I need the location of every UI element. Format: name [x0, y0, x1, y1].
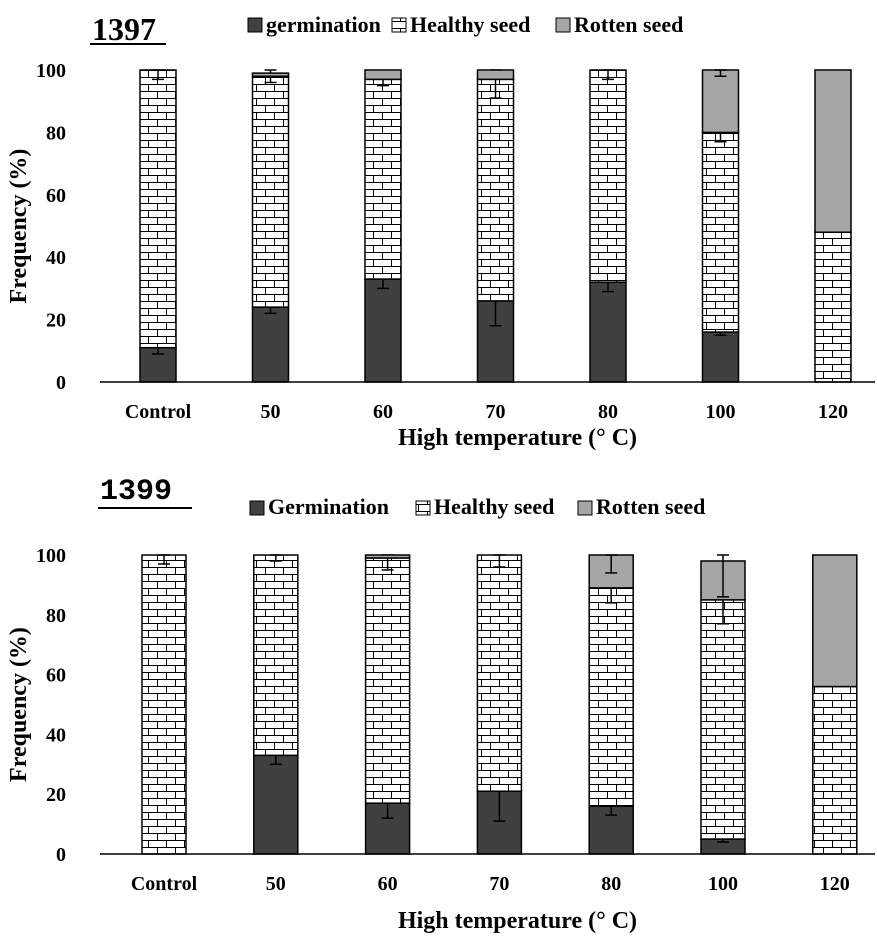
- y-tick-label: 80: [46, 122, 66, 144]
- chart-panel-1399: 1399 Germination Healthy seed Rotten seed 0 2…: [6, 475, 875, 934]
- chart-panel-1397: 1397 germination Healthy seed Rotten seed 0 2…: [6, 11, 875, 451]
- bar-2: [700, 599, 746, 840]
- bar-1: [589, 281, 627, 383]
- bar-2: [812, 685, 858, 855]
- legend-label: Rotten seed: [596, 494, 705, 519]
- bar-2: [141, 554, 187, 855]
- bar-2: [588, 587, 634, 807]
- legend-label: Germination: [268, 494, 389, 519]
- bar-1: [364, 278, 402, 383]
- bar-group-50: [251, 69, 290, 383]
- legend-swatch: [577, 500, 593, 516]
- y-tick-label: 60: [46, 665, 66, 687]
- bar-3: [364, 554, 411, 559]
- legend-item-3: Rotten seed: [555, 12, 683, 37]
- bar-1: [251, 306, 290, 383]
- legend-label: Healthy seed: [410, 12, 530, 37]
- y-tick-label: 40: [46, 724, 66, 746]
- legend-swatch: [391, 17, 407, 33]
- bar-3: [812, 554, 858, 688]
- y-tick-label: 100: [36, 60, 66, 82]
- bar-group-50: [253, 554, 299, 855]
- bar-group-80: [588, 554, 634, 855]
- bar-2: [476, 554, 523, 792]
- y-tick-label: 80: [46, 605, 66, 627]
- x-tick-label: 100: [706, 401, 736, 423]
- bar-group-100: [701, 69, 740, 383]
- chart-title: 1397: [92, 11, 156, 47]
- bar-group-70: [476, 69, 515, 383]
- y-axis-title: Frequency (%): [6, 149, 32, 304]
- bar-2: [251, 75, 290, 308]
- x-tick-label: 60: [378, 873, 398, 895]
- bar-2: [814, 231, 852, 383]
- x-tick-label: 120: [818, 401, 848, 423]
- bar-group-80: [589, 69, 627, 383]
- bar-group-Control: [139, 69, 177, 383]
- bar-1: [701, 331, 740, 383]
- bar-3: [251, 72, 290, 77]
- bar-2: [139, 69, 177, 349]
- bar-group-70: [476, 554, 523, 855]
- legend-item-3: Rotten seed: [577, 494, 705, 519]
- y-tick-label: 100: [36, 545, 66, 567]
- x-tick-label: 80: [601, 873, 621, 895]
- bar-2: [476, 78, 515, 302]
- x-axis-title: High temperature (° C): [398, 908, 637, 934]
- bar-2: [253, 554, 299, 757]
- bar-group-60: [364, 69, 402, 383]
- y-tick-label: 0: [56, 844, 66, 866]
- bar-group-60: [364, 554, 411, 855]
- y-tick-label: 40: [46, 247, 66, 269]
- bar-group-120: [812, 554, 858, 855]
- x-tick-label: 60: [373, 401, 393, 423]
- x-tick-label: 50: [266, 873, 286, 895]
- legend-swatch: [247, 17, 263, 33]
- bar-1: [253, 754, 299, 855]
- bar-group-Control: [141, 554, 187, 855]
- y-tick-label: 20: [46, 310, 66, 332]
- bar-2: [364, 557, 411, 804]
- bar-2: [701, 131, 740, 333]
- legend-swatch: [249, 500, 265, 516]
- x-tick-label: 70: [489, 873, 509, 895]
- bar-2: [589, 69, 627, 283]
- bar-3: [701, 69, 740, 134]
- bar-group-100: [700, 554, 746, 855]
- legend-item-2: Healthy seed: [391, 12, 530, 37]
- x-tick-label: 120: [820, 873, 850, 895]
- x-axis-title: High temperature (° C): [398, 425, 637, 451]
- x-tick-label: 70: [486, 401, 506, 423]
- y-tick-label: 20: [46, 784, 66, 806]
- legend-label: germination: [266, 12, 381, 37]
- y-tick-label: 60: [46, 185, 66, 207]
- bar-group-120: [814, 69, 852, 383]
- y-axis-title: Frequency (%): [6, 627, 32, 782]
- x-tick-label: 100: [708, 873, 738, 895]
- legend-swatch: [555, 17, 571, 33]
- bar-3: [364, 69, 402, 81]
- x-tick-label: Control: [125, 401, 192, 423]
- legend-swatch: [415, 500, 431, 516]
- legend-label: Healthy seed: [434, 494, 554, 519]
- bar-2: [364, 78, 402, 280]
- legend-label: Rotten seed: [574, 12, 683, 37]
- y-tick-label: 0: [56, 372, 66, 394]
- legend-item-1: germination: [247, 12, 381, 37]
- x-tick-label: Control: [131, 873, 198, 895]
- x-tick-label: 50: [261, 401, 281, 423]
- bar-3: [476, 69, 515, 81]
- legend-item-2: Healthy seed: [415, 494, 554, 519]
- legend-item-1: Germination: [249, 494, 389, 519]
- chart-title: 1399: [100, 475, 172, 509]
- x-tick-label: 80: [598, 401, 618, 423]
- bar-3: [814, 69, 852, 233]
